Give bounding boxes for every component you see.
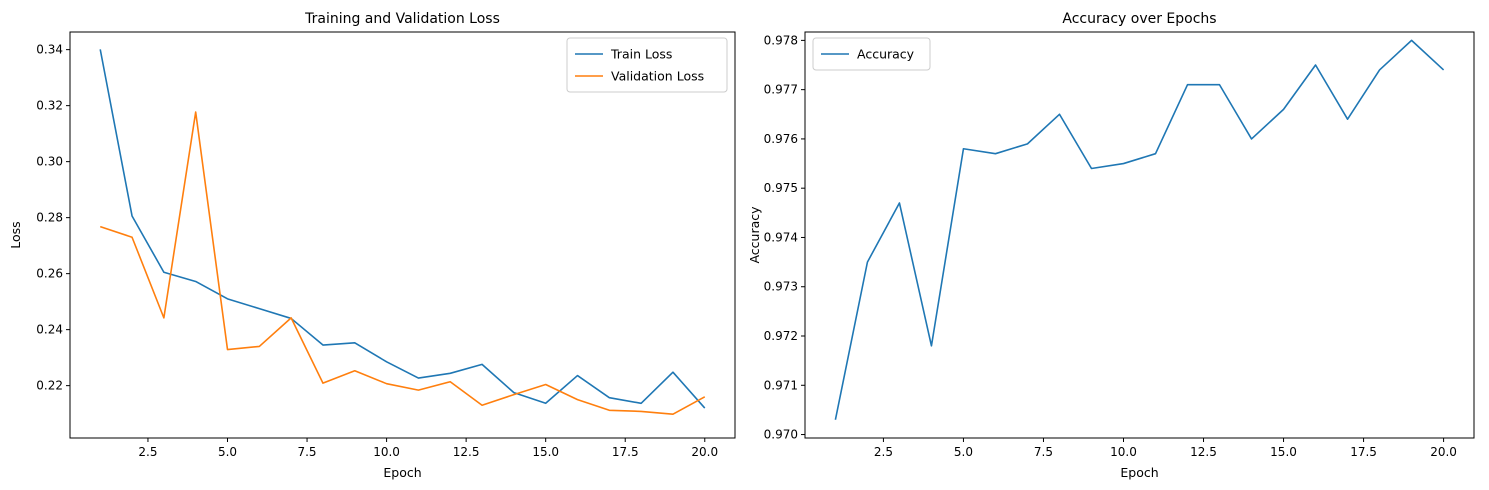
y-tick-label: 0.971: [764, 378, 798, 392]
y-tick-label: 0.976: [764, 132, 798, 146]
x-tick-label: 10.0: [373, 445, 400, 459]
y-tick-label: 0.24: [36, 323, 63, 337]
legend: Train Loss Validation Loss: [566, 37, 728, 93]
x-tick-label: 15.0: [532, 445, 559, 459]
y-tick-label: 0.978: [764, 33, 798, 47]
x-tick-label: 5.0: [954, 445, 973, 459]
x-tick-label: 12.5: [1190, 445, 1217, 459]
x-tick-label: 20.0: [1430, 445, 1457, 459]
y-axis-label: Loss: [8, 221, 23, 248]
y-tick-label: 0.34: [36, 43, 63, 57]
legend-label: Accuracy: [857, 47, 915, 62]
chart-title: Training and Validation Loss: [304, 11, 500, 27]
loss-chart: Training and Validation Loss 2.5 5.0 7.5 10.…: [8, 11, 736, 480]
y-tick-label: 0.28: [36, 211, 63, 225]
x-tick-label: 5.0: [218, 445, 237, 459]
y-tick-label: 0.977: [764, 83, 798, 97]
y-tick-label: 0.970: [764, 428, 798, 442]
x-tick-label: 10.0: [1110, 445, 1137, 459]
y-tick-label: 0.975: [764, 181, 798, 195]
legend-box: [566, 37, 728, 93]
y-tick-label: 0.974: [764, 230, 798, 244]
y-tick-label: 0.26: [36, 267, 63, 281]
y-tick-label: 0.973: [764, 280, 798, 294]
legend-label: Validation Loss: [611, 69, 704, 84]
axes-frame: [69, 31, 736, 439]
x-tick-label: 15.0: [1270, 445, 1297, 459]
x-tick-label: 12.5: [453, 445, 480, 459]
axes-frame: [804, 31, 1475, 439]
series-line-0: [834, 39, 1445, 420]
y-tick-label: 0.972: [764, 329, 798, 343]
series-line-1: [99, 111, 706, 416]
legend-label: Train Loss: [610, 47, 672, 62]
y-tick-label: 0.30: [36, 155, 63, 169]
x-tick-label: 7.5: [1034, 445, 1053, 459]
legend: Accuracy: [812, 37, 931, 71]
y-tick-label: 0.22: [36, 379, 63, 393]
accuracy-chart: Accuracy over Epochs 2.5 5.0 7.5 10.0 12.5 15.…: [747, 11, 1475, 480]
x-tick-label: 7.5: [297, 445, 316, 459]
x-tick-label: 17.5: [1350, 445, 1377, 459]
legend-box: [812, 37, 931, 71]
y-tick-label: 0.32: [36, 99, 63, 113]
series-line-0: [99, 49, 706, 409]
x-axis-label: Epoch: [383, 465, 421, 480]
y-axis-label: Accuracy: [747, 206, 762, 264]
x-axis-label: Epoch: [1120, 465, 1158, 480]
x-tick-label: 2.5: [138, 445, 157, 459]
chart-title: Accuracy over Epochs: [1062, 11, 1216, 27]
x-tick-label: 2.5: [874, 445, 893, 459]
x-tick-label: 17.5: [612, 445, 639, 459]
x-tick-label: 20.0: [691, 445, 718, 459]
